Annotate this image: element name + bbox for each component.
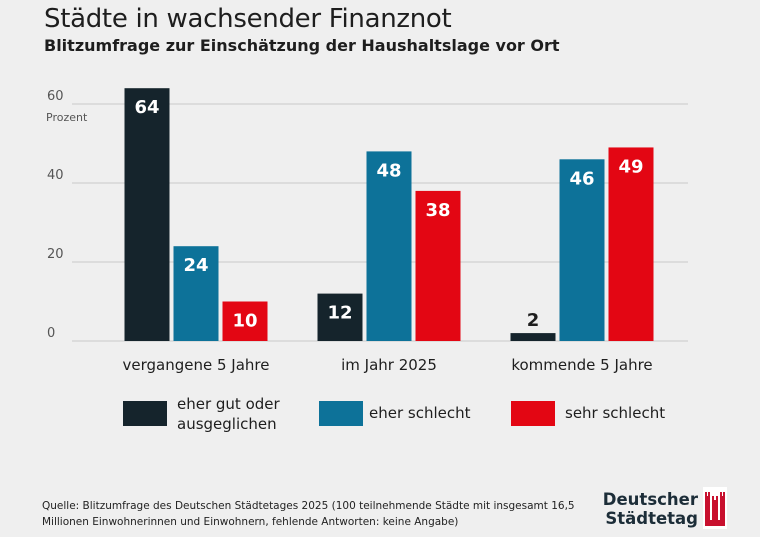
bar-value-label: 2	[527, 310, 540, 331]
logo-line-1: Deutscher	[602, 490, 698, 509]
bar-value-label: 48	[376, 160, 401, 181]
bar	[124, 88, 170, 341]
x-tick-label: vergangene 5 Jahre	[123, 356, 270, 374]
bar-value-label: 12	[327, 303, 352, 324]
bar	[366, 151, 412, 341]
legend-swatch	[511, 401, 555, 426]
legend-swatch	[319, 401, 363, 426]
logo-line-2: Städtetag	[605, 509, 698, 528]
bar-value-label: 24	[183, 255, 208, 276]
source-note: Quelle: Blitzumfrage des Deutschen Städt…	[42, 500, 575, 528]
y-tick-label: 40	[47, 168, 64, 183]
x-tick-label: im Jahr 2025	[341, 356, 437, 374]
bar	[510, 333, 556, 341]
bar-value-label: 64	[134, 97, 159, 118]
bar	[608, 147, 654, 341]
logo: Deutscher Städtetag	[598, 486, 728, 532]
legend-label: eher schlecht	[369, 404, 471, 422]
bar-value-label: 38	[425, 200, 450, 221]
bar	[415, 190, 461, 341]
city-crest-icon	[703, 487, 727, 529]
x-tick-label: kommende 5 Jahre	[511, 356, 652, 374]
bar	[559, 159, 605, 341]
bar	[173, 246, 219, 341]
chart-subtitle: Blitzumfrage zur Einschätzung der Hausha…	[44, 36, 560, 55]
bar-chart: 0 20 40 60 Prozent 64 24 10 vergangene 5 Jahre 12…	[46, 88, 688, 433]
y-tick-label: 60	[47, 89, 64, 104]
legend-label: sehr schlecht	[565, 404, 665, 422]
legend-label: eher gut oder	[177, 395, 281, 413]
y-axis-label: Prozent	[46, 111, 88, 124]
y-tick-label: 0	[47, 326, 55, 341]
legend-label: ausgeglichen	[177, 415, 277, 433]
chart-title: Städte in wachsender Finanznot	[44, 4, 452, 34]
bar-value-label: 46	[569, 168, 594, 189]
y-tick-label: 20	[47, 247, 64, 262]
bar-value-label: 10	[232, 311, 257, 332]
bar	[317, 293, 363, 341]
legend-swatch	[123, 401, 167, 426]
bar-value-label: 49	[618, 156, 643, 177]
bar	[222, 301, 268, 341]
